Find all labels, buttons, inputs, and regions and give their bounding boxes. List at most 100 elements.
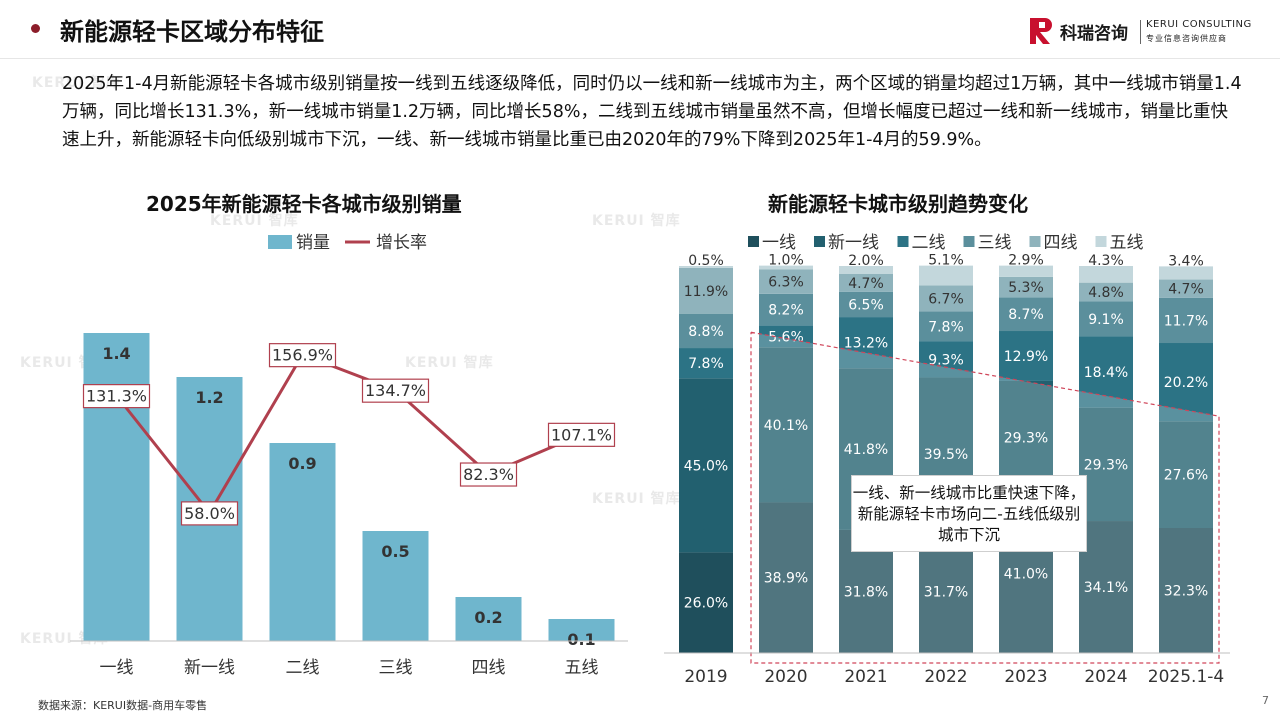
watermark: KERUI 智库 <box>32 75 121 91</box>
stack-value-label: 27.6% <box>1164 468 1208 484</box>
watermark: KERUI 智库 <box>210 213 299 229</box>
stack-value-label: 34.1% <box>1084 580 1128 596</box>
stack-segment <box>839 317 893 369</box>
x-tick-label: 一线 <box>100 658 134 678</box>
stack-value-label: 8.7% <box>1008 307 1044 323</box>
stack-segment <box>679 378 733 553</box>
stack-value-label: 13.2% <box>844 336 888 352</box>
x-tick-label: 2020 <box>764 667 807 687</box>
growth-label-box <box>82 384 151 409</box>
title-bullet <box>31 24 40 33</box>
stack-segment <box>759 293 813 326</box>
x-tick-label: 2021 <box>844 667 887 687</box>
stack-segment <box>1159 421 1213 528</box>
page-title: 新能源轻卡区域分布特征 <box>60 18 324 46</box>
stack-value-label: 9.3% <box>928 352 964 368</box>
stack-value-label: 4.7% <box>848 276 884 292</box>
stack-value-label: 5.1% <box>928 253 964 269</box>
stack-value-label: 3.4% <box>1168 253 1204 269</box>
growth-value-label: 131.3% <box>86 387 147 406</box>
watermark: KERUI 智库 <box>592 213 681 229</box>
stack-value-label: 6.5% <box>848 298 884 314</box>
x-tick-label: 三线 <box>379 658 413 678</box>
growth-label-box <box>547 422 616 447</box>
growth-label-box <box>180 501 239 526</box>
growth-label-box <box>361 378 430 403</box>
stack-segment <box>999 297 1053 332</box>
x-tick-label: 五线 <box>565 658 599 678</box>
stack-value-label: 4.3% <box>1088 253 1124 269</box>
sales-bar <box>269 443 336 641</box>
sales-bar <box>83 333 150 641</box>
stack-segment <box>759 325 813 348</box>
stack-value-label: 20.2% <box>1164 375 1208 391</box>
legend-label: 五线 <box>1110 233 1144 253</box>
legend-swatch-sales <box>268 235 292 249</box>
stack-value-label: 2.9% <box>1008 253 1044 269</box>
stack-value-label: 39.5% <box>924 447 968 463</box>
sales-value-label: 1.2 <box>195 388 223 407</box>
stack-value-label: 4.7% <box>1168 282 1204 298</box>
legend-label: 四线 <box>1044 233 1078 253</box>
growth-value-label: 82.3% <box>463 465 514 484</box>
stack-segment <box>919 311 973 342</box>
stack-value-label: 31.7% <box>924 585 968 601</box>
growth-label-box <box>268 343 337 368</box>
stack-segment <box>679 313 733 349</box>
stack-segment <box>839 266 893 274</box>
left-chart-legend: 销量 增长率 <box>268 233 427 253</box>
stack-segment <box>1079 266 1133 283</box>
stack-value-label: 5.6% <box>768 329 804 345</box>
legend-swatch <box>897 236 909 247</box>
page-header: 新能源轻卡区域分布特征 科瑞咨询 KERUI CONSULTING 专业信息咨询… <box>0 0 1280 60</box>
stack-segment <box>679 348 733 379</box>
stack-value-label: 8.8% <box>688 324 724 340</box>
stack-value-label: 4.8% <box>1088 285 1124 301</box>
legend-swatch <box>814 236 825 247</box>
stack-value-label: 0.5% <box>688 253 724 269</box>
stack-value-label: 5.3% <box>1008 280 1044 296</box>
stack-segment <box>759 347 813 503</box>
stack-segment <box>999 331 1053 381</box>
legend-label-growth: 增长率 <box>376 233 427 253</box>
sales-bar <box>455 597 522 641</box>
stack-segment <box>1079 407 1133 522</box>
stack-segment <box>1159 266 1213 280</box>
watermark: KERUI 智库 <box>592 491 681 507</box>
insight-callout: 一线、新一线城市比重快速下降，新能源轻卡市场向二-五线低级别城市下沉 <box>851 475 1087 552</box>
stack-segment <box>1159 297 1213 344</box>
legend-label-sales: 销量 <box>296 233 330 253</box>
stack-value-label: 6.7% <box>928 291 964 307</box>
logo-chinese-name: 科瑞咨询 <box>1060 24 1128 44</box>
sales-bar <box>362 531 429 641</box>
stack-value-label: 11.7% <box>1164 313 1208 329</box>
stack-segment <box>759 269 813 294</box>
growth-value-label: 134.7% <box>365 381 426 400</box>
growth-value-label: 156.9% <box>272 346 333 365</box>
city-tier-trend-chart: 一线 新一线 二线 三线 四线 五线 26.0% 45.0% 7.8% 8.8% 11.9% 0.5… <box>664 233 1230 687</box>
stack-value-label: 32.3% <box>1164 583 1208 599</box>
stack-value-label: 29.3% <box>1004 431 1048 447</box>
stack-segment <box>919 285 973 312</box>
stack-segment <box>1079 301 1133 337</box>
stack-value-label: 38.9% <box>764 571 808 587</box>
stack-segment <box>1159 343 1213 422</box>
stack-segment <box>919 341 973 378</box>
sales-bar <box>548 619 615 641</box>
x-tick-label: 2022 <box>924 667 967 687</box>
stack-value-label: 31.8% <box>844 584 888 600</box>
stack-value-label: 41.8% <box>844 442 888 458</box>
legend-label: 三线 <box>978 233 1012 253</box>
page-number: 7 <box>1262 694 1269 707</box>
logo-divider <box>1140 20 1141 44</box>
stack-value-label: 18.4% <box>1084 365 1128 381</box>
growth-label-box <box>459 462 518 487</box>
right-chart-legend: 一线 新一线 二线 三线 四线 五线 <box>748 233 1144 253</box>
data-source-note: 数据来源：KERUI数据-商用车零售 <box>38 699 208 712</box>
growth-value-label: 107.1% <box>551 425 612 444</box>
stack-segment <box>999 265 1053 277</box>
stack-value-label: 7.8% <box>688 356 724 372</box>
sales-value-label: 0.5 <box>381 542 409 561</box>
stack-segment <box>759 502 813 653</box>
stack-segment <box>999 276 1053 298</box>
